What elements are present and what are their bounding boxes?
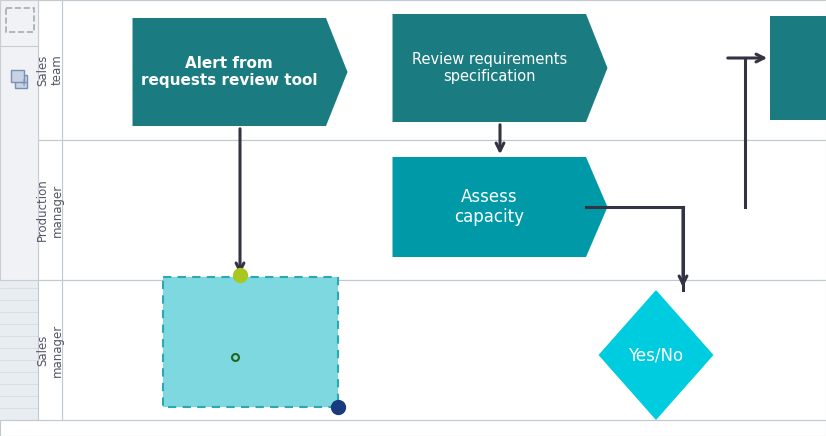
Bar <box>15 75 27 88</box>
Text: Alert from
requests review tool: Alert from requests review tool <box>141 56 317 88</box>
Text: Sales
team: Sales team <box>36 54 64 86</box>
Bar <box>62 0 826 140</box>
Bar <box>0 420 826 436</box>
Bar <box>62 280 826 420</box>
Polygon shape <box>599 290 714 420</box>
Text: Yes/No: Yes/No <box>629 346 684 364</box>
Polygon shape <box>392 14 607 122</box>
Bar <box>163 277 338 407</box>
Bar <box>38 0 62 140</box>
Bar <box>38 280 62 420</box>
Bar <box>38 140 62 280</box>
Bar <box>62 140 826 280</box>
Bar <box>0 0 38 280</box>
Text: Sales
manager: Sales manager <box>36 324 64 377</box>
Polygon shape <box>392 157 607 257</box>
Polygon shape <box>770 16 826 120</box>
Polygon shape <box>132 18 348 126</box>
Text: Assess
capacity: Assess capacity <box>454 187 525 226</box>
Bar <box>6 8 34 32</box>
Text: Review requirements
specification: Review requirements specification <box>411 52 567 84</box>
Bar <box>11 70 24 82</box>
Text: Production
manager: Production manager <box>36 179 64 242</box>
Text: +: + <box>20 78 27 89</box>
